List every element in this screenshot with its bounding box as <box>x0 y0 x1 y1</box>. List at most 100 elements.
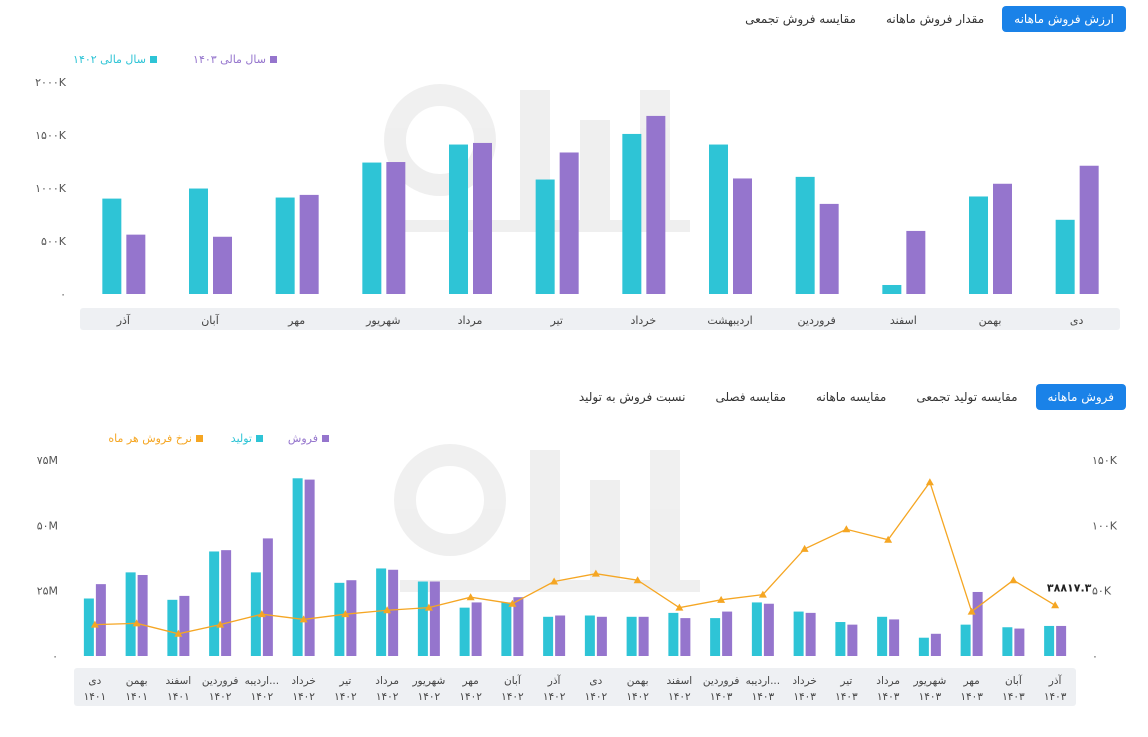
bar-production <box>793 611 804 656</box>
x-tick-label: اردیبهشت <box>707 314 752 327</box>
legend-swatch <box>150 56 157 63</box>
bar-1403 <box>733 178 752 294</box>
bottom-tab-0[interactable]: فروش ماهانه <box>1035 384 1126 410</box>
x-tick-label: اردیبه... <box>746 675 780 687</box>
bar-production <box>459 607 470 656</box>
bar-production <box>584 615 595 656</box>
bar-1403 <box>993 183 1012 294</box>
x-tick-year: ۱۴۰۲ <box>459 691 482 703</box>
x-tick-year: ۱۴۰۲ <box>501 691 524 703</box>
bottom-tab-2[interactable]: مقایسه ماهانه <box>816 390 887 404</box>
x-tick-label: بهمن <box>979 314 1002 327</box>
bar-1402 <box>362 162 382 294</box>
x-tick-label: اسفند <box>166 675 192 687</box>
bar-1403 <box>386 162 406 294</box>
x-tick-label: خرداد <box>630 314 656 327</box>
bar-production <box>960 624 971 656</box>
x-tick-label: فروردین <box>202 675 239 687</box>
sales-rate-point <box>925 478 934 486</box>
bar-sales <box>262 538 273 656</box>
x-tick-label: شهریور <box>912 675 946 687</box>
bar-production <box>417 581 428 656</box>
bar-1403 <box>906 230 926 294</box>
bar-sales <box>388 569 399 656</box>
y-tick-label: ۲۰۰۰K <box>35 76 67 89</box>
y-left-tick-label: ۰ <box>52 650 58 663</box>
bar-1402 <box>102 198 122 294</box>
x-tick-year: ۱۴۰۲ <box>668 691 691 703</box>
x-tick-year: ۱۴۰۳ <box>877 691 900 703</box>
bar-sales <box>221 550 232 656</box>
top-tab-2[interactable]: مقایسه فروش تجمعی <box>745 12 856 26</box>
sales-rate-point <box>591 569 600 577</box>
bar-production <box>918 637 929 656</box>
y-left-tick-label: ۵۰M <box>37 519 58 532</box>
x-tick-label: آذر <box>1048 674 1063 687</box>
x-tick-label: مرداد <box>375 675 399 687</box>
bar-1402 <box>622 133 642 294</box>
bar-1402 <box>449 144 468 294</box>
bar-sales <box>847 624 858 656</box>
legend-label: سال مالی ۱۴۰۳ <box>193 53 266 66</box>
bar-1403 <box>213 236 232 294</box>
y-right-tick-label: ۱۰۰K <box>1092 519 1118 532</box>
bar-sales <box>763 603 774 656</box>
bar-1403 <box>299 194 319 294</box>
bar-production <box>501 602 512 656</box>
x-tick-label: فروردین <box>703 675 740 687</box>
bottom-tab-4[interactable]: نسبت فروش به تولید <box>578 390 686 404</box>
top-tab-1[interactable]: مقدار فروش ماهانه <box>885 12 985 26</box>
sales-rate-point <box>884 535 893 543</box>
bar-sales <box>179 595 190 656</box>
x-tick-year: ۱۴۰۲ <box>418 691 441 703</box>
sales-rate-point <box>174 629 183 637</box>
bar-1402 <box>535 179 555 294</box>
sales-rate-point <box>341 610 350 618</box>
x-tick-label: اردیبه... <box>245 675 279 687</box>
x-tick-label: خرداد <box>792 675 817 687</box>
x-tick-year: ۱۴۰۲ <box>334 691 357 703</box>
bar-production <box>877 616 888 656</box>
sales-rate-point <box>842 525 851 533</box>
bar-1403 <box>473 142 492 294</box>
bar-production <box>209 551 220 656</box>
x-tick-year: ۱۴۰۲ <box>251 691 274 703</box>
sales-rate-point <box>90 620 99 628</box>
x-tick-label: بهمن <box>627 675 649 687</box>
sales-rate-point <box>633 576 642 584</box>
bar-sales <box>1056 625 1067 656</box>
bar-1403 <box>126 234 146 294</box>
bar-production <box>543 616 554 656</box>
sales-rate-point <box>967 607 976 615</box>
x-tick-label: آبان <box>201 313 219 327</box>
sales-rate-point <box>257 610 266 618</box>
x-tick-year: ۱۴۰۲ <box>585 691 608 703</box>
sales-rate-point <box>758 590 767 598</box>
x-tick-year: ۱۴۰۱ <box>167 691 190 703</box>
sales-rate-point <box>675 603 684 611</box>
bar-production <box>334 582 345 656</box>
bar-sales <box>889 619 900 656</box>
x-tick-year: ۱۴۰۳ <box>960 691 983 703</box>
bar-production <box>83 598 94 656</box>
bottom-tab-1[interactable]: مقایسه تولید تجمعی <box>916 390 1018 404</box>
bar-production <box>1002 627 1013 656</box>
x-tick-label: آذر <box>547 674 562 687</box>
bar-1402 <box>882 284 902 294</box>
x-tick-year: ۱۴۰۳ <box>752 691 775 703</box>
bar-1403 <box>819 203 839 294</box>
bar-1403 <box>559 152 579 294</box>
x-tick-label: تیر <box>839 675 852 687</box>
x-tick-year: ۱۴۰۲ <box>292 691 315 703</box>
bottom-tab-3[interactable]: مقایسه فصلی <box>715 390 787 404</box>
x-tick-label: مهر <box>287 314 305 327</box>
x-tick-label: مهر <box>962 675 979 687</box>
sales-rate-point <box>466 593 475 601</box>
x-tick-year: ۱۴۰۲ <box>209 691 232 703</box>
monthly-sales-production-chart: نرخ فروش هر ماه تولید فروش ۰ ۲۵M ۵۰M ۷۵M ۰ ۵۰K ۱۰… <box>37 432 1118 706</box>
bar-production <box>668 612 679 656</box>
top-tab-0[interactable]: ارزش فروش ماهانه <box>1002 6 1126 32</box>
x-tick-label: تیر <box>549 314 562 327</box>
bar-production <box>125 572 136 656</box>
x-tick-year: ۱۴۰۲ <box>543 691 566 703</box>
